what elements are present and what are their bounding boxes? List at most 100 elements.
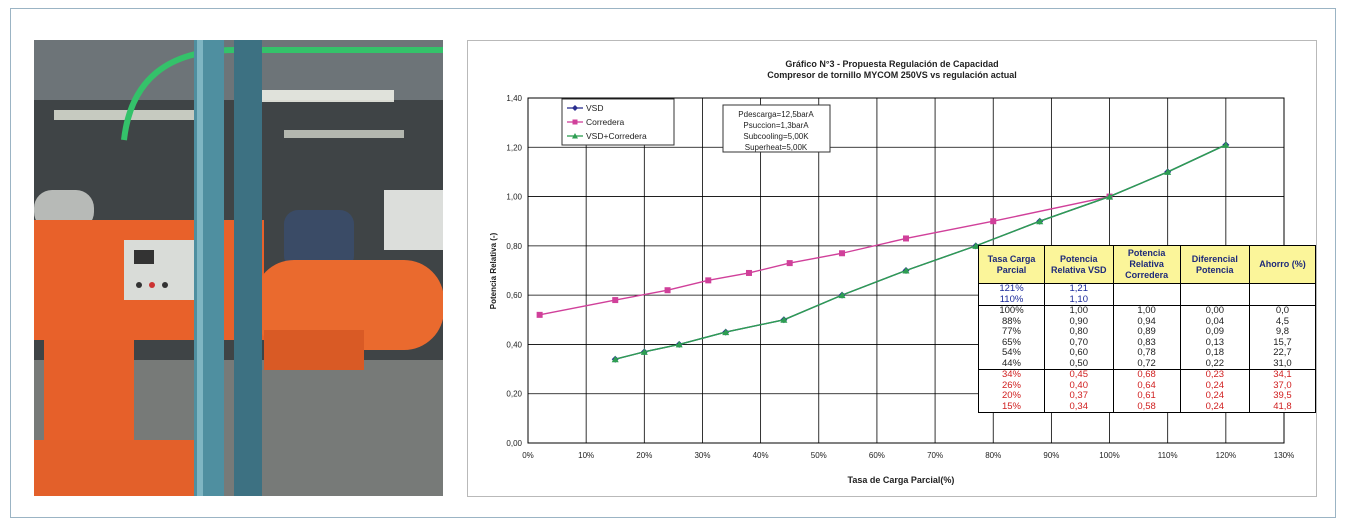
condition-subcooling: Subcooling=5,00K — [743, 132, 809, 141]
y-tick-label: 0,60 — [506, 291, 522, 300]
chart-series — [536, 141, 1230, 363]
data-point — [990, 218, 997, 225]
x-axis-label: Tasa de Carga Parcial(%) — [848, 475, 955, 485]
table-cell: 44% — [978, 358, 1045, 370]
x-tick-label: 130% — [1274, 451, 1294, 460]
table-cell: 0,24 — [1179, 401, 1250, 413]
table-cell: 121% — [978, 283, 1045, 295]
data-point — [536, 311, 543, 318]
data-point — [902, 267, 910, 274]
x-tick-label: 60% — [869, 451, 885, 460]
x-tick-label: 120% — [1216, 451, 1236, 460]
chart-title: Gráfico N°3 - Propuesta Regulación de Ca… — [785, 59, 999, 69]
table-row: 110% 1,10 — [978, 294, 1317, 306]
table-cell: 0,24 — [1179, 390, 1250, 402]
chart-legend: VSD Corredera VSD+Corredera — [561, 98, 675, 146]
x-tick-label: 70% — [927, 451, 943, 460]
y-axis-label: Potencia Relativa (-) — [489, 232, 498, 309]
table-header: Potencia Relativa Corredera — [1112, 245, 1181, 284]
table-cell: 0,80 — [1044, 326, 1114, 338]
x-tick-label: 40% — [753, 451, 769, 460]
table-cell: 0,13 — [1179, 337, 1250, 348]
y-tick-label: 1,40 — [506, 94, 522, 103]
x-tick-label: 80% — [985, 451, 1001, 460]
table-row: 34% 0,45 0,68 0,23 34,1 — [978, 369, 1317, 381]
data-table: Tasa Carga Parcial Potencia Relativa VSD… — [978, 245, 1317, 413]
table-cell: 9,8 — [1248, 326, 1317, 338]
table-cell: 39,5 — [1248, 390, 1317, 402]
chart-panel: Gráfico N°3 - Propuesta Regulación de Ca… — [467, 40, 1317, 497]
data-point — [722, 328, 730, 336]
table-cell: 15,7 — [1248, 337, 1317, 348]
x-tick-label: 110% — [1158, 451, 1178, 460]
data-point — [903, 235, 909, 242]
table-cell: 0,22 — [1179, 358, 1250, 370]
conditions-box: Pdescarga=12,5barA Psuccion=1,3barA Subc… — [722, 104, 831, 153]
legend-label-vsd: VSD — [586, 103, 603, 113]
y-tick-label: 1,20 — [506, 143, 522, 152]
table-cell: 0,68 — [1112, 369, 1181, 381]
y-tick-label: 0,00 — [506, 439, 522, 448]
chart-ticks: 0% 10% 20% 30% 40% 50% 60% 70% 80% 90% 100% 110% 120… — [506, 94, 1294, 460]
table-row: 77% 0,80 0,89 0,09 9,8 — [978, 326, 1317, 338]
table-row: 65% 0,70 0,83 0,13 15,7 — [978, 337, 1317, 348]
legend-marker-vsd-corredera — [572, 133, 578, 139]
table-cell: 0,89 — [1112, 326, 1181, 338]
table-cell: 0,00 — [1179, 305, 1250, 317]
y-tick-label: 0,80 — [506, 242, 522, 251]
table-cell: 41,8 — [1248, 401, 1317, 413]
table-header: Diferencial Potencia — [1179, 245, 1250, 284]
data-point — [612, 297, 619, 304]
data-point — [1164, 168, 1172, 175]
y-tick-label: 0,40 — [506, 340, 522, 349]
legend-marker-corredera — [572, 119, 578, 125]
compressor-photo — [34, 40, 443, 496]
data-point — [972, 242, 980, 249]
table-row: 15% 0,34 0,58 0,24 41,8 — [978, 401, 1317, 413]
legend-marker-vsd — [572, 105, 578, 111]
table-cell: 34% — [978, 369, 1045, 381]
condition-psuccion: Psuccion=1,3barA — [743, 121, 809, 130]
x-tick-label: 10% — [578, 451, 594, 460]
table-row: 44% 0,50 0,72 0,22 31,0 — [978, 358, 1317, 370]
table-cell: 1,00 — [1044, 305, 1114, 317]
table-header: Tasa Carga Parcial — [978, 245, 1045, 284]
table-cell: 1,00 — [1112, 305, 1181, 317]
x-tick-label: 90% — [1043, 451, 1059, 460]
table-cell — [1179, 283, 1250, 295]
y-tick-label: 1,00 — [506, 193, 522, 202]
y-tick-label: 0,20 — [506, 390, 522, 399]
table-cell: 0,72 — [1112, 358, 1181, 370]
table-header: Ahorro (%) — [1248, 245, 1317, 284]
table-cell: 15% — [978, 401, 1045, 413]
table-cell: 110% — [978, 294, 1045, 306]
table-row: 100% 1,00 1,00 0,00 0,0 — [978, 305, 1317, 317]
data-point — [664, 287, 671, 294]
table-row: 88% 0,90 0,94 0,04 4,5 — [978, 316, 1317, 327]
chart-subtitle: Compresor de tornillo MYCOM 250VS vs reg… — [767, 70, 1017, 80]
x-tick-label: 100% — [1099, 451, 1119, 460]
table-cell: 34,1 — [1248, 369, 1317, 381]
table-cell: 0,78 — [1112, 347, 1181, 359]
table-cell: 0,45 — [1044, 369, 1114, 381]
table-cell: 65% — [978, 337, 1045, 348]
data-point — [838, 291, 846, 299]
table-cell: 31,0 — [1248, 358, 1317, 370]
data-point — [786, 260, 793, 267]
table-cell: 0,58 — [1112, 401, 1181, 413]
table-row: 26% 0,40 0,64 0,24 37,0 — [978, 380, 1317, 391]
table-row: 20% 0,37 0,61 0,24 39,5 — [978, 390, 1317, 402]
data-point — [1222, 141, 1230, 148]
table-cell: 37,0 — [1248, 380, 1317, 391]
series-line-1 — [539, 195, 1110, 316]
table-cell: 100% — [978, 305, 1045, 317]
table-cell: 88% — [978, 316, 1045, 327]
table-cell — [1112, 283, 1181, 295]
table-header: Potencia Relativa VSD — [1044, 245, 1114, 284]
data-point — [1106, 193, 1114, 200]
data-point — [640, 348, 648, 355]
table-cell — [1248, 294, 1317, 306]
table-cell: 0,34 — [1044, 401, 1114, 413]
compressor-photo-drawing — [34, 40, 443, 496]
table-header-row: Tasa Carga Parcial Potencia Relativa VSD… — [978, 245, 1317, 284]
